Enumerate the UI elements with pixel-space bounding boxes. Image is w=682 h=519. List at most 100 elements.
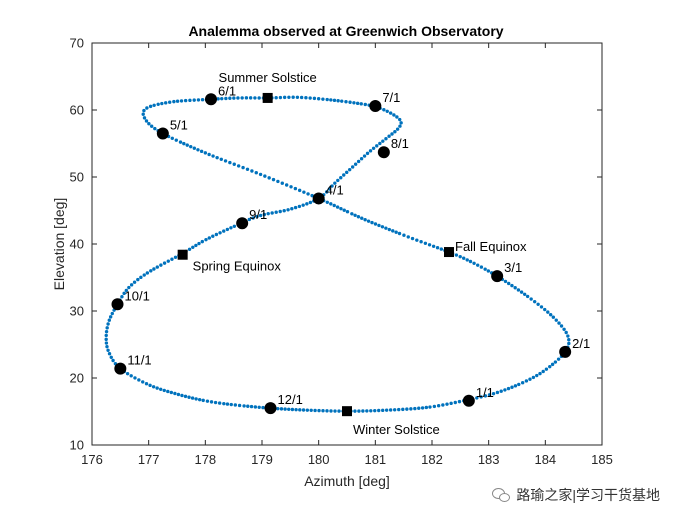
path-dot [293, 205, 298, 210]
path-dot [401, 407, 405, 412]
path-dot [398, 124, 402, 128]
path-dot [129, 283, 134, 287]
path-dot [107, 352, 112, 356]
path-dot [237, 403, 242, 408]
path-dot [465, 258, 469, 262]
path-dot [224, 96, 228, 101]
path-dot [173, 391, 177, 396]
path-dot [249, 404, 254, 409]
path-dot [453, 400, 457, 405]
path-dot [347, 167, 352, 172]
path-dot [513, 286, 517, 290]
path-dot [342, 208, 346, 212]
path-dot [216, 97, 220, 101]
path-dot [475, 396, 479, 400]
path-dot [352, 101, 356, 105]
path-dot [170, 136, 174, 140]
path-dot [431, 244, 436, 248]
path-dot [244, 96, 249, 100]
path-dot [286, 208, 290, 212]
path-dot [413, 406, 417, 411]
path-dot [106, 348, 110, 352]
path-dot [302, 190, 306, 194]
path-dot [122, 291, 126, 296]
path-dot [550, 362, 555, 367]
path-dot [525, 294, 530, 299]
path-dot [120, 294, 124, 299]
path-dot [340, 99, 344, 103]
path-dot [532, 299, 537, 304]
path-dot [104, 329, 109, 334]
path-dot [562, 327, 566, 331]
path-dot [287, 95, 291, 99]
x-tick-label: 182 [421, 452, 443, 467]
y-tick-label: 60 [70, 103, 84, 118]
path-dot [229, 226, 233, 230]
path-dot [178, 140, 183, 144]
path-dot [548, 312, 553, 317]
path-dot [491, 391, 496, 396]
path-dot [479, 265, 484, 269]
path-dot [151, 385, 156, 389]
path-dot [436, 403, 441, 408]
path-dot [428, 405, 432, 409]
path-dot [232, 96, 236, 100]
path-dot [538, 371, 542, 376]
path-dot [483, 267, 487, 271]
path-dot [106, 322, 110, 326]
month-label: 7/1 [382, 90, 400, 105]
path-dot [309, 408, 313, 413]
x-tick-label: 185 [591, 452, 613, 467]
path-dot [528, 377, 532, 381]
path-dot [332, 98, 337, 103]
path-dot [279, 407, 284, 411]
month-marker [462, 394, 475, 407]
path-dot [258, 172, 263, 177]
path-dot [248, 96, 253, 100]
path-dot [144, 119, 149, 123]
path-dot [164, 101, 168, 105]
month-marker [264, 402, 277, 415]
month-marker [369, 99, 382, 112]
path-dot [398, 117, 402, 122]
path-dot [382, 108, 386, 112]
path-dot [449, 401, 453, 406]
path-dot [395, 127, 400, 131]
path-dot [333, 181, 337, 185]
path-dot [213, 400, 218, 405]
path-dot [168, 100, 172, 104]
path-dot [359, 102, 363, 106]
path-dot [228, 160, 232, 165]
path-dot [553, 360, 558, 364]
path-dot [194, 397, 198, 401]
path-dot [203, 151, 208, 155]
chart-title: Analemma observed at Greenwich Observato… [188, 23, 503, 39]
path-dot [415, 238, 419, 242]
path-dot [327, 187, 332, 191]
path-dot [283, 407, 287, 411]
path-dot [548, 364, 552, 369]
path-dot [174, 138, 178, 142]
path-dot [207, 236, 212, 240]
path-dot [321, 97, 325, 101]
path-dot [172, 99, 176, 104]
path-dot [217, 401, 222, 405]
y-tick-label: 40 [70, 237, 84, 252]
path-dot [220, 96, 224, 101]
path-dot [546, 310, 550, 314]
path-dot [192, 98, 196, 102]
month-marker [205, 93, 217, 106]
path-dot [420, 406, 425, 410]
path-dot [506, 281, 511, 286]
path-dot [332, 203, 336, 208]
x-tick-label: 177 [138, 452, 160, 467]
path-dot [397, 231, 402, 236]
path-dot [241, 165, 245, 170]
x-tick-label: 184 [534, 452, 556, 467]
path-dot [263, 174, 267, 178]
path-dot [392, 113, 396, 117]
path-dot [353, 213, 357, 217]
path-dot [196, 148, 200, 152]
path-dot [312, 96, 317, 101]
event-marker [342, 406, 352, 417]
